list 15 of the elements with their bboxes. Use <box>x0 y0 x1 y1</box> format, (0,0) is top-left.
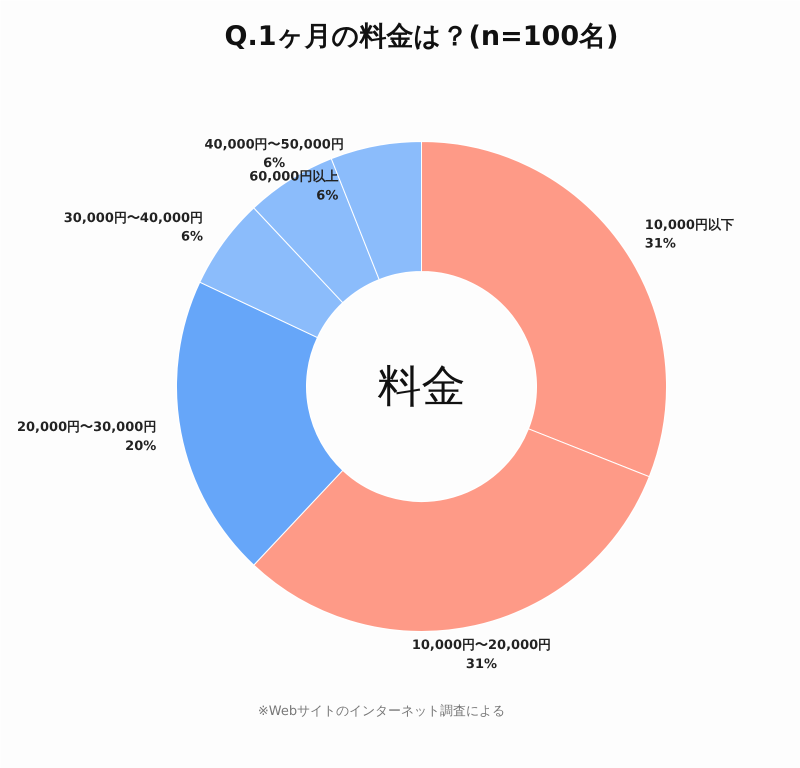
chart-title: Q.1ヶ月の料金は？(n=100名) <box>224 21 618 52</box>
slice-label: 20,000円〜30,000円 <box>16 420 156 436</box>
text: ※Webサイトのインターネット調査による <box>258 704 506 719</box>
data-label: 31% <box>466 656 498 672</box>
slice-label: 30,000円〜40,000円 <box>64 210 204 226</box>
slice-label: 10,000円以下 <box>644 218 734 233</box>
slice-label: 60,000円以上 <box>249 170 338 185</box>
data-label: 6% <box>263 156 286 172</box>
data-label: 20% <box>125 438 156 454</box>
data-label: 31% <box>644 236 676 252</box>
data-label: 6% <box>316 188 338 204</box>
slice-label: 10,000円〜20,000円 <box>412 638 552 653</box>
text: 料金 <box>378 361 466 412</box>
slice-label: 40,000円〜50,000円 <box>204 137 344 152</box>
data-label: 6% <box>180 230 204 245</box>
